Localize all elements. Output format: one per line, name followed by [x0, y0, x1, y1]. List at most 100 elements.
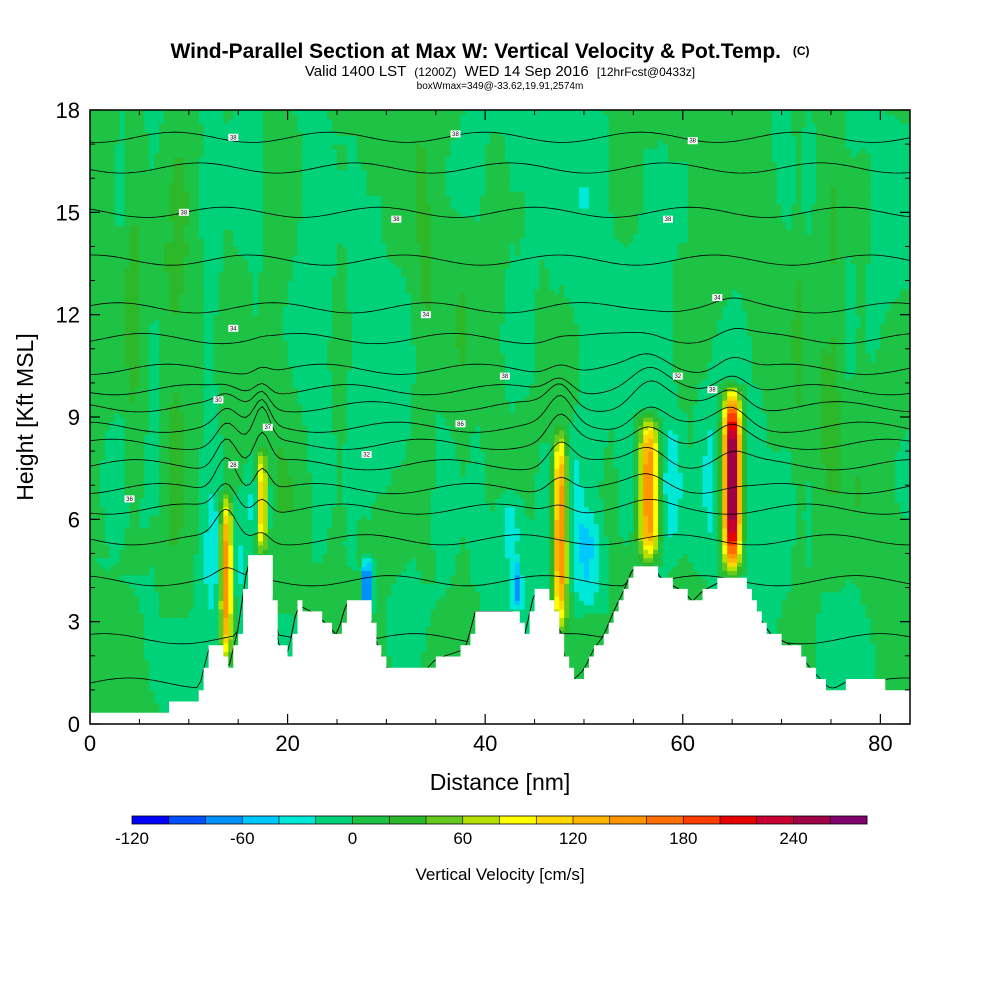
- velocity-cell: [144, 690, 150, 695]
- velocity-cell: [154, 289, 160, 294]
- velocity-cell: [209, 596, 215, 601]
- velocity-cell: [258, 426, 264, 431]
- velocity-cell: [154, 549, 160, 554]
- velocity-cell: [169, 353, 175, 358]
- velocity-cell: [105, 571, 111, 576]
- velocity-cell: [100, 191, 106, 196]
- velocity-cell: [243, 421, 249, 426]
- velocity-cell: [154, 622, 160, 627]
- velocity-cell: [248, 157, 254, 162]
- velocity-cell: [213, 306, 219, 311]
- velocity-cell: [134, 528, 140, 533]
- velocity-cell: [130, 157, 136, 162]
- velocity-cell: [218, 562, 224, 567]
- velocity-cell: [184, 268, 190, 273]
- velocity-cell: [169, 187, 175, 192]
- velocity-cell: [189, 229, 195, 234]
- velocity-cell: [243, 144, 249, 149]
- velocity-cell: [159, 690, 165, 695]
- velocity-cell: [238, 575, 244, 580]
- velocity-cell: [95, 571, 101, 576]
- velocity-cell: [130, 545, 136, 550]
- velocity-cell: [149, 455, 155, 460]
- velocity-cell: [149, 592, 155, 597]
- velocity-cell: [159, 588, 165, 593]
- velocity-cell: [218, 144, 224, 149]
- velocity-cell: [204, 605, 210, 610]
- velocity-cell: [184, 370, 190, 375]
- velocity-cell: [139, 536, 145, 541]
- velocity-cell: [204, 596, 210, 601]
- velocity-cell: [189, 583, 195, 588]
- velocity-cell: [253, 430, 259, 435]
- velocity-cell: [194, 524, 200, 529]
- velocity-cell: [243, 281, 249, 286]
- velocity-cell: [90, 396, 96, 401]
- velocity-cell: [130, 289, 136, 294]
- velocity-cell: [238, 298, 244, 303]
- velocity-cell: [90, 408, 96, 413]
- velocity-cell: [120, 609, 126, 614]
- velocity-cell: [130, 374, 136, 379]
- velocity-cell: [130, 195, 136, 200]
- velocity-cell: [159, 357, 165, 362]
- velocity-cell: [253, 387, 259, 392]
- velocity-cell: [100, 558, 106, 563]
- velocity-cell: [174, 605, 180, 610]
- velocity-cell: [159, 310, 165, 315]
- velocity-cell: [248, 319, 254, 324]
- velocity-cell: [218, 212, 224, 217]
- velocity-cell: [90, 698, 96, 703]
- velocity-cell: [125, 417, 131, 422]
- velocity-cell: [105, 353, 111, 358]
- velocity-cell: [139, 178, 145, 183]
- velocity-cell: [120, 225, 126, 230]
- velocity-cell: [144, 383, 150, 388]
- velocity-cell: [228, 430, 234, 435]
- velocity-cell: [194, 489, 200, 494]
- velocity-cell: [149, 310, 155, 315]
- velocity-cell: [134, 669, 140, 674]
- velocity-cell: [194, 242, 200, 247]
- velocity-cell: [199, 541, 205, 546]
- velocity-cell: [218, 460, 224, 465]
- velocity-cell: [194, 332, 200, 337]
- velocity-cell: [125, 643, 131, 648]
- velocity-cell: [149, 225, 155, 230]
- velocity-cell: [115, 660, 121, 665]
- velocity-cell: [105, 707, 111, 712]
- velocity-cell: [223, 426, 229, 431]
- velocity-cell: [159, 336, 165, 341]
- velocity-cell: [130, 148, 136, 153]
- velocity-cell: [125, 515, 131, 520]
- velocity-cell: [134, 119, 140, 124]
- velocity-cell: [159, 643, 165, 648]
- velocity-cell: [174, 272, 180, 277]
- velocity-cell: [120, 195, 126, 200]
- velocity-cell: [164, 438, 170, 443]
- velocity-cell: [189, 144, 195, 149]
- velocity-cell: [189, 549, 195, 554]
- velocity-cell: [159, 144, 165, 149]
- velocity-cell: [164, 302, 170, 307]
- velocity-cell: [95, 489, 101, 494]
- velocity-cell: [243, 519, 249, 524]
- velocity-cell: [95, 123, 101, 128]
- velocity-cell: [120, 566, 126, 571]
- velocity-cell: [204, 541, 210, 546]
- velocity-cell: [110, 447, 116, 452]
- velocity-cell: [130, 617, 136, 622]
- velocity-cell: [179, 370, 185, 375]
- velocity-cell: [115, 600, 121, 605]
- velocity-cell: [95, 647, 101, 652]
- velocity-cell: [204, 302, 210, 307]
- velocity-cell: [223, 600, 229, 605]
- velocity-cell: [159, 404, 165, 409]
- velocity-cell: [105, 413, 111, 418]
- velocity-cell: [223, 588, 229, 593]
- velocity-cell: [233, 332, 239, 337]
- velocity-cell: [238, 345, 244, 350]
- velocity-cell: [134, 656, 140, 661]
- velocity-cell: [125, 588, 131, 593]
- velocity-cell: [169, 255, 175, 260]
